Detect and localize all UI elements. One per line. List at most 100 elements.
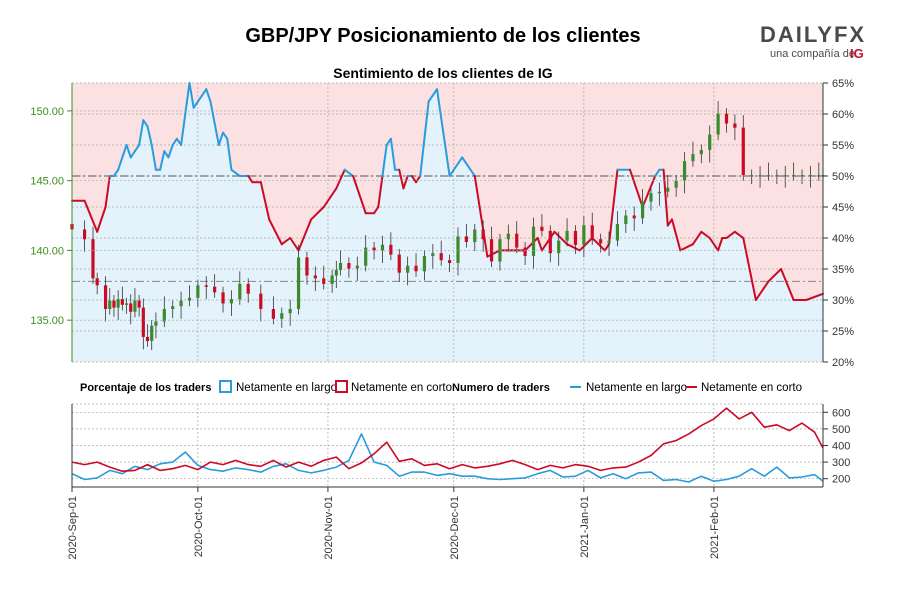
- long-line-segment: [289, 237, 300, 252]
- candle-body: [355, 265, 359, 269]
- right-tick-label: 20%: [832, 357, 854, 369]
- long-line-segment: [188, 82, 195, 109]
- candle-body: [498, 239, 502, 262]
- candle-body: [288, 309, 292, 314]
- candle-body: [456, 236, 460, 263]
- long-line-segment: [662, 168, 669, 227]
- long-line-segment: [448, 156, 464, 177]
- candle-body: [783, 175, 787, 177]
- left-tick-label: 135.00: [30, 315, 64, 327]
- candle-body: [473, 229, 477, 243]
- candle-body: [640, 201, 645, 219]
- logo-subtext: una compañía de: [770, 48, 855, 60]
- long-line-segment: [708, 237, 720, 252]
- candle-body: [137, 300, 141, 308]
- long-line-segment: [398, 168, 405, 190]
- candle-body: [750, 175, 754, 177]
- candle-body: [221, 292, 225, 304]
- left-tick-label: 150.00: [30, 106, 64, 118]
- candle-body: [103, 285, 108, 309]
- long-line-segment: [410, 175, 418, 184]
- long-line-segment: [377, 175, 384, 208]
- candle-body: [615, 223, 620, 241]
- legend-num-long-label: Netamente en largo: [586, 382, 687, 394]
- long-line-segment: [423, 100, 430, 140]
- long-line-segment: [389, 137, 397, 171]
- long-line-segment: [691, 230, 703, 246]
- long-line-segment: [129, 150, 136, 159]
- candle-body: [95, 278, 99, 286]
- long-line-segment: [268, 218, 283, 246]
- long-line-segment: [125, 144, 132, 159]
- candle-body: [133, 300, 137, 312]
- legend-pct-heading: Porcentaje de los traders: [80, 382, 211, 394]
- candle-body: [682, 161, 687, 181]
- left-tick-label: 140.00: [30, 245, 64, 257]
- long-line-segment: [352, 175, 367, 215]
- long-line-segment: [142, 119, 149, 128]
- long-line-segment: [436, 88, 451, 177]
- candle-body: [338, 263, 343, 270]
- long-line-segment: [373, 206, 380, 215]
- candle-body: [599, 239, 603, 244]
- candle-body: [229, 299, 234, 304]
- main-panel-background: [72, 83, 823, 362]
- candle-body: [699, 150, 703, 155]
- candle-body: [187, 297, 192, 301]
- main-chart-title: Sentimiento de los clientes de IG: [333, 65, 552, 81]
- right-tick-label: 30%: [832, 295, 854, 307]
- candle-body: [590, 225, 594, 240]
- candle-body: [145, 336, 150, 342]
- long-line-segment: [805, 292, 824, 301]
- long-line-segment: [230, 168, 241, 177]
- chart-title: GBP/JPY Posicionamiento de los clientes: [245, 25, 640, 47]
- legend-pct-long-label: Netamente en largo: [236, 382, 337, 394]
- candle-body: [733, 123, 737, 128]
- candle-body: [179, 300, 183, 307]
- long-line-segment: [297, 218, 313, 252]
- candle-body: [204, 285, 208, 287]
- long-line-segment: [540, 243, 548, 252]
- candle-body: [305, 257, 309, 276]
- long-line-segment: [96, 206, 107, 233]
- long-line-segment: [754, 280, 770, 301]
- x-tick-label: 2020-Sep-01: [67, 496, 79, 560]
- traders-lines: [71, 407, 824, 483]
- long-area-fill: [72, 83, 823, 362]
- traders-long-line: [71, 433, 824, 483]
- candle-body: [171, 306, 175, 309]
- main-panel-axes: 135.00 140.00 145.00 150.00 20% 25% 30% 35% 40% 4…: [30, 78, 854, 369]
- x-tick-label: 2021-Jan-01: [579, 496, 591, 558]
- x-tick-label: 2020-Dec-01: [449, 496, 461, 560]
- long-line-segment: [180, 82, 191, 146]
- main-panel-grid: [71, 82, 823, 363]
- long-line-segment: [222, 131, 229, 140]
- candle-body: [808, 175, 813, 177]
- long-line-segment: [133, 144, 141, 153]
- x-tick-label: 2020-Nov-01: [323, 496, 335, 560]
- x-tick-label: 2020-Oct-01: [193, 496, 205, 557]
- candle-body: [800, 175, 804, 177]
- long-line-segment: [402, 175, 409, 190]
- long-line-segment: [310, 206, 325, 221]
- long-line-segment: [343, 168, 355, 177]
- candle-body: [540, 226, 544, 231]
- candle-body: [389, 244, 393, 255]
- long-line-segment: [641, 175, 657, 208]
- candle-body: [141, 307, 145, 337]
- long-line-segment: [553, 230, 569, 246]
- logo-text: DAILYFX: [760, 22, 866, 47]
- candle-body: [431, 253, 435, 256]
- candle-body: [817, 175, 821, 177]
- long-line-segment: [733, 230, 745, 239]
- candle-body: [515, 233, 519, 248]
- legend: Porcentaje de los traders Netamente en l…: [80, 380, 802, 394]
- candle-body: [334, 269, 338, 276]
- candle-body: [129, 303, 133, 312]
- candle-body: [775, 175, 779, 177]
- candle-body: [624, 215, 628, 224]
- candle-body: [372, 247, 376, 251]
- right-tick-label: 35%: [832, 264, 854, 276]
- long-line-segment: [742, 237, 757, 301]
- long-line-segment: [205, 88, 212, 103]
